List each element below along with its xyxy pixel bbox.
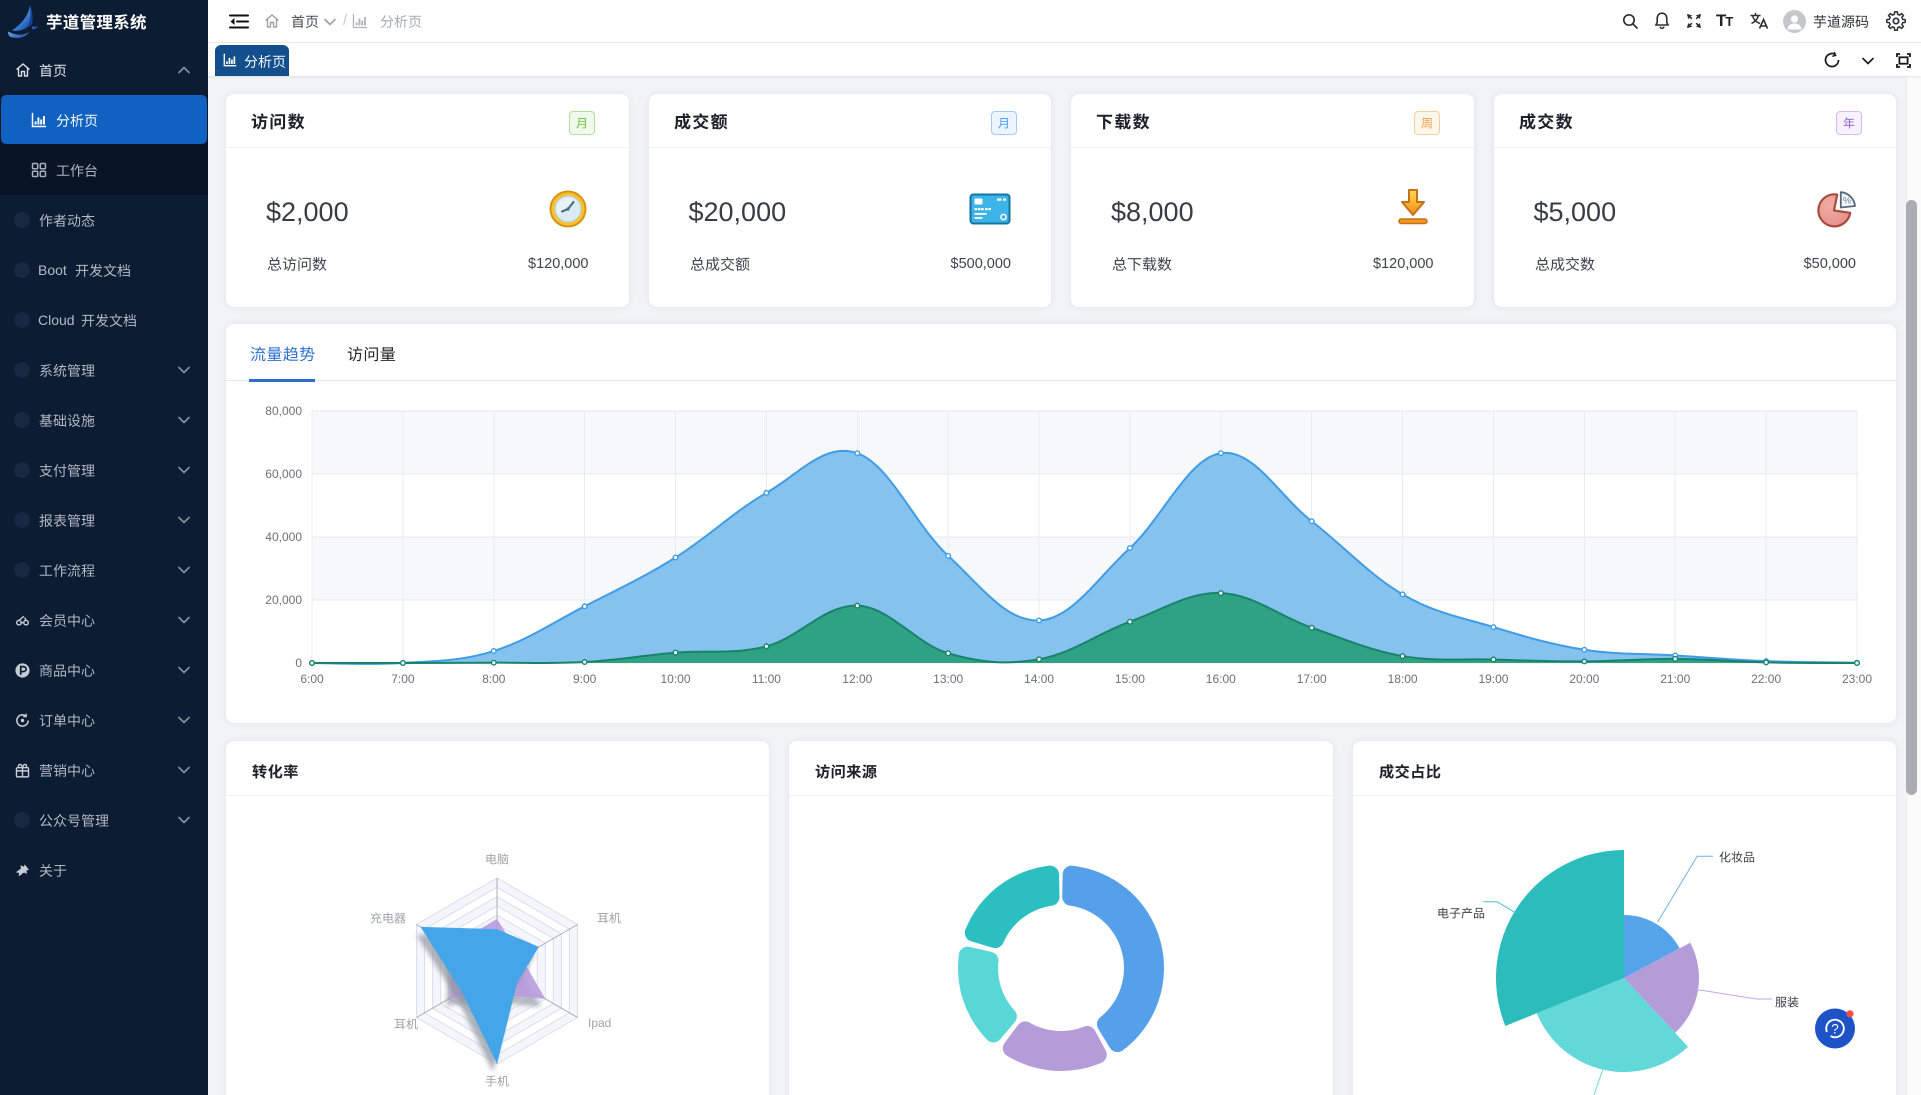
- svg-text:8:00: 8:00: [482, 672, 506, 686]
- svg-text:17:00: 17:00: [1297, 672, 1327, 686]
- svg-text:14:00: 14:00: [1024, 672, 1054, 686]
- svg-text:20,000: 20,000: [265, 593, 302, 607]
- svg-text:6:00: 6:00: [300, 672, 324, 686]
- svg-text:9:00: 9:00: [573, 672, 597, 686]
- svg-text:21:00: 21:00: [1660, 672, 1690, 686]
- svg-text:22:00: 22:00: [1751, 672, 1781, 686]
- svg-text:11:00: 11:00: [752, 672, 781, 686]
- svg-text:15:00: 15:00: [1115, 672, 1145, 686]
- svg-text:12:00: 12:00: [842, 672, 872, 686]
- svg-text:20:00: 20:00: [1569, 672, 1599, 686]
- svg-text:40,000: 40,000: [265, 530, 302, 544]
- svg-text:23:00: 23:00: [1842, 672, 1872, 686]
- svg-text:19:00: 19:00: [1478, 672, 1508, 686]
- svg-text:0: 0: [295, 656, 302, 670]
- svg-text:10:00: 10:00: [661, 672, 691, 686]
- svg-text:18:00: 18:00: [1388, 672, 1418, 686]
- svg-text:%: %: [1843, 196, 1851, 206]
- svg-text:?: ?: [1831, 1022, 1839, 1037]
- svg-text:13:00: 13:00: [933, 672, 963, 686]
- svg-text:80,000: 80,000: [265, 404, 302, 418]
- svg-text:16:00: 16:00: [1206, 672, 1236, 686]
- svg-text:7:00: 7:00: [391, 672, 415, 686]
- svg-text:60,000: 60,000: [265, 467, 302, 481]
